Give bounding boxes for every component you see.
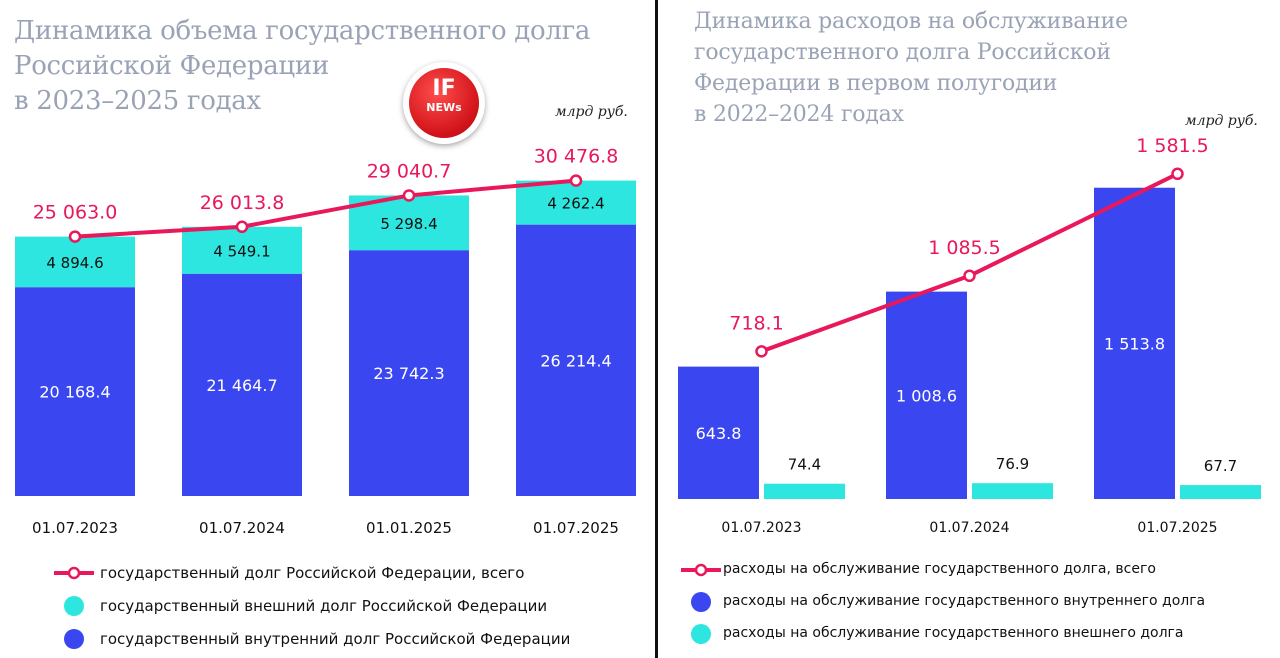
left-unit-label: млрд руб.	[555, 104, 628, 120]
total-service-point	[963, 269, 976, 283]
bar-external-service	[764, 483, 845, 499]
total-debt-point	[235, 220, 249, 234]
legend-swatch-icon	[64, 596, 84, 616]
total-debt-point	[569, 174, 583, 187]
total-service-point	[1171, 167, 1184, 181]
external-service-label: 74.4	[788, 456, 821, 474]
internal-debt-label: 21 464.7	[206, 376, 277, 395]
total-debt-label: 29 040.7	[367, 160, 452, 182]
legend-label: расходы на обслуживание государственного…	[723, 593, 1206, 609]
total-service-point	[755, 345, 768, 358]
bar-internal-debt	[349, 250, 469, 496]
legend-point	[67, 566, 81, 580]
ifnews-logo-badge: IF NEWs	[409, 68, 479, 138]
internal-service-label: 1 513.8	[1104, 334, 1165, 353]
legend-swatch-icon	[691, 592, 711, 612]
legend-line-marker-icon	[54, 566, 94, 580]
legend-label: государственный долг Российской Федераци…	[100, 564, 525, 582]
total-service-label: 718.1	[729, 312, 783, 334]
x-tick-label: 01.07.2023	[32, 519, 118, 537]
legend-swatch-icon	[64, 629, 84, 649]
logo-if-text: IF	[432, 76, 456, 101]
bar-internal-debt	[15, 287, 135, 496]
bar-external-debt	[15, 236, 135, 288]
x-tick-label: 01.01.2025	[366, 519, 452, 537]
internal-service-label: 1 008.6	[896, 386, 957, 405]
bar-internal-service	[886, 291, 967, 499]
x-tick-label: 01.07.2024	[199, 519, 285, 537]
legend-label: государственный внешний долг Российской …	[100, 597, 548, 615]
internal-debt-label: 20 168.4	[39, 383, 110, 402]
x-tick-label: 01.07.2025	[533, 519, 619, 537]
external-debt-label: 4 894.6	[46, 254, 103, 272]
bar-external-debt	[516, 180, 636, 225]
right-chart-title: Динамика расходов на обслуживание госуда…	[694, 9, 1128, 127]
bar-external-service	[972, 483, 1053, 499]
logo-news-text: NEWs	[426, 101, 462, 114]
external-debt-label: 4 549.1	[213, 242, 270, 260]
internal-debt-label: 23 742.3	[373, 364, 444, 383]
total-debt-label: 30 476.8	[534, 146, 619, 168]
total-debt-label: 25 063.0	[33, 202, 118, 224]
external-service-label: 76.9	[996, 455, 1029, 473]
bar-external-service	[1180, 485, 1261, 499]
total-service-label: 1 581.5	[1136, 135, 1209, 157]
external-debt-label: 4 262.4	[547, 195, 604, 213]
bar-internal-service	[1094, 187, 1175, 500]
x-tick-label: 01.07.2024	[929, 520, 1009, 536]
internal-debt-label: 26 214.4	[540, 351, 611, 370]
total-debt-line	[74, 178, 577, 239]
right-unit-label: млрд руб.	[1185, 113, 1258, 129]
legend-swatch-icon	[691, 624, 711, 644]
left-chart-title: Динамика объема государственного долга Р…	[14, 16, 591, 116]
total-debt-point	[402, 189, 416, 202]
external-debt-label: 5 298.4	[380, 215, 437, 233]
bar-external-debt	[182, 226, 302, 274]
bar-internal-service	[678, 366, 759, 499]
legend-label: государственный внутренний долг Российск…	[100, 630, 571, 648]
legend-label: расходы на обслуживание государственного…	[723, 561, 1156, 577]
legend-line-marker-icon	[681, 563, 721, 577]
external-service-label: 67.7	[1204, 457, 1237, 475]
x-tick-label: 01.07.2025	[1137, 520, 1217, 536]
total-debt-label: 26 013.8	[200, 192, 285, 214]
total-service-label: 1 085.5	[928, 237, 1001, 259]
legend-point	[694, 563, 708, 577]
legend-label: расходы на обслуживание государственного…	[723, 625, 1184, 641]
total-debt-point	[68, 230, 82, 243]
bar-internal-debt	[182, 273, 302, 496]
panel-divider	[655, 0, 658, 658]
bar-internal-debt	[516, 224, 636, 496]
x-tick-label: 01.07.2023	[721, 520, 801, 536]
ifnews-logo: IF NEWs	[403, 62, 485, 144]
internal-service-label: 643.8	[696, 424, 742, 443]
